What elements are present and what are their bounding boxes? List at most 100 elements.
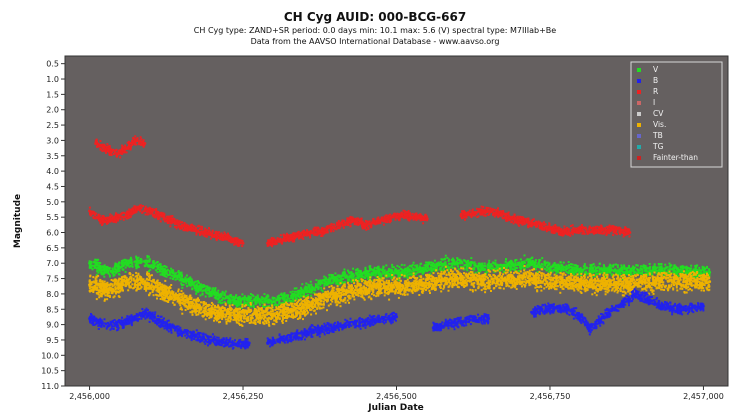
scatter-dot xyxy=(555,229,557,231)
scatter-dot xyxy=(215,238,217,240)
scatter-dot xyxy=(527,266,529,268)
scatter-dot xyxy=(690,270,692,272)
chart-subtitle: CH Cyg type: ZAND+SR period: 0.0 days mi… xyxy=(194,26,556,35)
scatter-dot xyxy=(126,211,128,213)
scatter-dot xyxy=(203,230,205,232)
scatter-dot xyxy=(106,266,108,268)
scatter-dot xyxy=(309,236,311,238)
scatter-dot xyxy=(583,227,585,229)
scatter-dot xyxy=(611,228,613,230)
scatter-dot xyxy=(278,302,280,304)
scatter-dot xyxy=(166,220,168,222)
scatter-dot xyxy=(218,231,220,233)
scatter-dot xyxy=(698,267,700,269)
scatter-dot xyxy=(169,225,171,227)
scatter-dot xyxy=(167,222,169,224)
scatter-dot xyxy=(504,217,506,219)
scatter-dot xyxy=(344,222,346,224)
scatter-dot xyxy=(513,265,515,267)
scatter-dot xyxy=(253,304,255,306)
scatter-dot xyxy=(628,232,630,234)
scatter-dot xyxy=(601,227,603,229)
scatter-dot xyxy=(474,261,476,263)
scatter-dot xyxy=(364,277,366,279)
scatter-dot xyxy=(497,216,499,218)
scatter-dot xyxy=(120,213,122,215)
scatter-dot xyxy=(502,210,504,212)
scatter-dot xyxy=(515,262,517,264)
chart-title: CH Cyg AUID: 000-BCG-667 xyxy=(284,10,466,24)
scatter-dot xyxy=(514,268,516,270)
scatter-dot xyxy=(241,293,243,295)
scatter-dot xyxy=(401,214,403,216)
scatter-dot xyxy=(297,232,299,234)
scatter-dot xyxy=(538,259,540,261)
scatter-dot xyxy=(669,269,671,271)
scatter-dot xyxy=(689,268,691,270)
scatter-dot xyxy=(215,232,217,234)
scatter-dot xyxy=(141,207,143,209)
scatter-dot xyxy=(191,287,193,289)
scatter-dot xyxy=(511,216,513,218)
scatter-dot xyxy=(413,262,415,264)
y-tick-label: 9.5 xyxy=(46,336,59,345)
scatter-dot xyxy=(518,270,520,272)
scatter-dot xyxy=(314,227,316,229)
scatter-dot xyxy=(365,229,367,231)
scatter-dot xyxy=(405,217,407,219)
scatter-dot xyxy=(125,271,127,273)
scatter-dot xyxy=(214,294,216,296)
scatter-dot xyxy=(474,264,476,266)
scatter-dot xyxy=(593,263,595,265)
scatter-dot xyxy=(706,266,708,268)
scatter-dot xyxy=(374,220,376,222)
scatter-dot xyxy=(185,282,187,284)
scatter-dot xyxy=(658,264,660,266)
scatter-dot xyxy=(123,151,125,153)
scatter-dot xyxy=(338,276,340,278)
scatter-dot xyxy=(517,264,519,266)
chart-source: Data from the AAVSO International Databa… xyxy=(251,37,500,46)
scatter-dot xyxy=(459,262,461,264)
scatter-dot xyxy=(564,231,566,233)
scatter-dot xyxy=(416,266,418,268)
scatter-dot xyxy=(221,299,223,301)
scatter-dot xyxy=(235,241,237,243)
y-tick-label: 6.0 xyxy=(46,229,59,238)
scatter-dot xyxy=(541,257,543,259)
scatter-dot xyxy=(199,290,201,292)
scatter-dot xyxy=(281,294,283,296)
scatter-dot xyxy=(336,222,338,224)
scatter-dot xyxy=(137,209,139,211)
x-tick-label: 2,456,750 xyxy=(530,392,571,401)
scatter-dot xyxy=(93,212,95,214)
scatter-dot xyxy=(247,295,249,297)
scatter-dot xyxy=(280,234,282,236)
scatter-dot xyxy=(127,147,129,149)
scatter-dot xyxy=(284,236,286,238)
scatter-dot xyxy=(415,219,417,221)
scatter-dot xyxy=(271,242,273,244)
scatter-dot xyxy=(197,285,199,287)
scatter-dot xyxy=(533,218,535,220)
scatter-dot xyxy=(320,287,322,289)
scatter-dot xyxy=(501,268,503,270)
scatter-dot xyxy=(343,227,345,229)
scatter-dot xyxy=(511,221,513,223)
scatter-dot xyxy=(329,280,331,282)
scatter-dot xyxy=(601,229,603,231)
scatter-dot xyxy=(451,265,453,267)
scatter-dot xyxy=(546,228,548,230)
scatter-dot xyxy=(342,275,344,277)
scatter-dot xyxy=(464,214,466,216)
scatter-dot xyxy=(505,261,507,263)
scatter-dot xyxy=(342,278,344,280)
scatter-dot xyxy=(339,225,341,227)
scatter-dot xyxy=(612,266,614,268)
scatter-dot xyxy=(538,221,540,223)
scatter-dot xyxy=(101,150,103,152)
scatter-dot xyxy=(206,236,208,238)
scatter-dot xyxy=(558,228,560,230)
scatter-dot xyxy=(90,261,92,263)
